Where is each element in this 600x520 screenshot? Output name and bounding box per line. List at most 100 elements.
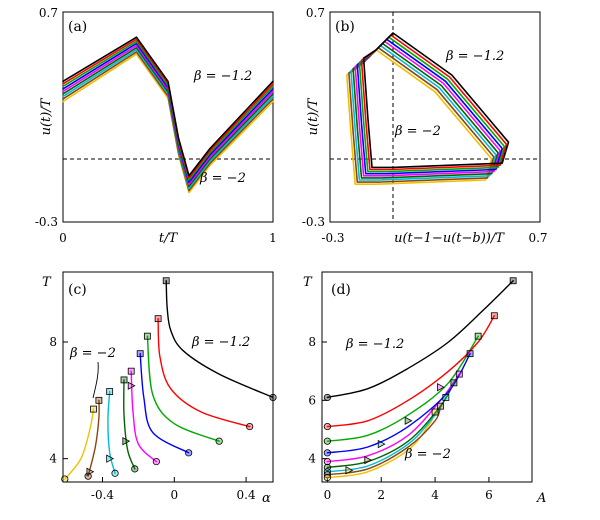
panel-d-end-marker-0 [509, 277, 517, 285]
panel-c-mid-marker-6 [106, 454, 115, 463]
panel-a-xtick-left: 0 [59, 231, 67, 245]
panel-c-start-marker-0 [269, 393, 277, 402]
panel-b-series-line-5 [352, 42, 499, 179]
panel-c-start-marker-6 [111, 469, 119, 477]
panel-d-start-marker-4 [323, 457, 331, 466]
panel-d-mid-marker-6 [377, 439, 386, 449]
panel-a-series-line-0 [62, 36, 274, 177]
panel-b-xlabel: u(t−1−u(t−b))/T [394, 231, 505, 246]
panel-c-end-marker-7 [95, 396, 103, 404]
panel-d-series-line-2 [326, 335, 479, 442]
panel-d-xtick-label-2: 4 [431, 488, 439, 502]
panel-d-annotation-bottom: β = −2 [404, 447, 451, 462]
panel-c: -0.4 0 0.4 4 8 (c) T α β = −1.2 β = −2 [42, 271, 277, 506]
panel-c-start-marker-8 [61, 475, 69, 483]
panel-d-series-line-0 [326, 280, 514, 399]
panel-c-start-marker-2 [215, 437, 223, 445]
panel-c-start-marker-4 [152, 457, 160, 466]
panel-a-series-line-1 [62, 38, 274, 179]
panel-a-xtick-right: 1 [269, 231, 277, 245]
panel-d-mid-marker-5 [404, 416, 413, 425]
panel-b-series-line-2 [358, 36, 506, 173]
panel-c-mid-marker-5 [122, 436, 131, 446]
panel-c-end-marker-8 [90, 405, 97, 413]
panel-d-ylabel: T [303, 275, 313, 290]
panel-c-series-line-6 [107, 390, 116, 474]
panel-c-end-marker-1 [154, 315, 162, 323]
panel-b-ytick-bottom: -0.3 [302, 215, 325, 229]
panel-d-end-marker-8 [431, 408, 439, 416]
panel-b-annotation-bottom: β = −2 [394, 124, 441, 139]
panel-d-xtick-label-1: 2 [377, 488, 385, 502]
panel-c-end-marker-6 [106, 388, 114, 395]
panel-a-ytick-top: 0.7 [39, 6, 58, 20]
panel-c-series-line-3 [139, 353, 190, 454]
panel-d-annotation-top: β = −1.2 [345, 337, 404, 352]
panel-c-start-marker-5 [131, 465, 139, 473]
panel-d: 0 2 4 6 4 6 8 (d) T A β = −1.2 β = −2 [303, 271, 546, 506]
panel-b-frame [329, 11, 541, 223]
panel-c-label: (c) [68, 282, 87, 298]
panel-b-label: (b) [335, 19, 355, 35]
panel-c-series-line-1 [157, 318, 251, 428]
panel-d-end-marker-3 [466, 350, 474, 358]
panel-a-ytick-bottom: -0.3 [35, 215, 58, 229]
panel-c-ytick-label-0: 4 [49, 452, 57, 466]
panel-b-series-line-6 [350, 44, 497, 181]
panel-d-ytick-label-0: 4 [308, 452, 316, 466]
panel-b-xtick-left: -0.3 [321, 231, 344, 245]
panel-b-annotation-top: β = −1.2 [445, 49, 504, 64]
panel-d-start-marker-0 [323, 393, 331, 402]
panel-c-xtick-label-2: 0.4 [237, 488, 256, 502]
panel-b-series-line-4 [354, 40, 501, 177]
panel-d-end-marker-2 [474, 332, 482, 340]
panel-d-end-marker-4 [455, 370, 463, 378]
panel-a-annotation-top: β = −1.2 [193, 69, 252, 84]
panel-d-end-marker-7 [437, 402, 444, 410]
panel-a: (a) 0.7 -0.3 0 1 t/T u(t)/T β = −1.2 β =… [35, 6, 277, 246]
panel-c-xlabel: α [262, 491, 271, 506]
panel-c-start-marker-3 [185, 449, 193, 457]
panel-d-xlabel: A [536, 491, 546, 506]
panel-c-series-line-7 [87, 399, 100, 477]
panel-d-start-marker-1 [323, 422, 331, 431]
panel-c-end-marker-5 [120, 376, 128, 384]
panel-c-series-line-5 [123, 379, 136, 470]
panel-d-series-line-1 [326, 315, 495, 428]
panel-c-series-line-0 [165, 280, 274, 399]
panel-c-end-marker-2 [143, 332, 151, 340]
panel-b-ylabel: u(t)/T [306, 97, 321, 135]
panel-c-xtick-label-1: 0 [170, 488, 178, 502]
panel-d-label: (d) [331, 282, 351, 298]
panel-c-end-marker-0 [162, 277, 170, 285]
panel-d-mid-marker-7 [364, 455, 373, 465]
panel-d-series-line-6 [326, 396, 447, 473]
panel-d-series-line-4 [326, 373, 460, 463]
panel-c-frame [62, 271, 274, 483]
panel-a-ylabel: u(t)/T [39, 97, 54, 135]
panel-b-ytick-top: 0.7 [306, 6, 325, 20]
panel-a-label: (a) [68, 19, 87, 35]
panel-a-frame [62, 11, 274, 223]
panel-a-xlabel: t/T [159, 231, 179, 246]
panel-c-series-line-8 [64, 408, 95, 480]
panel-d-mid-marker-8 [345, 466, 354, 475]
panel-d-end-marker-5 [450, 379, 458, 387]
panel-d-xtick-label-3: 6 [485, 488, 493, 502]
panel-c-series-line-2 [146, 335, 220, 442]
panel-c-annotation-bottom: β = −2 [69, 346, 116, 361]
panel-c-mid-marker-4 [127, 381, 136, 390]
panel-d-end-marker-6 [442, 394, 450, 401]
panel-d-mid-marker-4 [437, 383, 445, 392]
panel-b-series-line-1 [360, 34, 508, 171]
panel-b-xtick-right: 0.7 [528, 231, 547, 245]
panel-c-annotation-top: β = −1.2 [191, 335, 250, 350]
panel-c-ylabel: T [42, 275, 52, 290]
panel-b-series-line-0 [362, 32, 510, 169]
panel-c-end-marker-3 [136, 350, 144, 358]
panel-a-annotation-bottom: β = −2 [199, 171, 246, 186]
panel-d-start-marker-2 [323, 437, 331, 445]
panel-d-start-marker-8 [323, 474, 331, 482]
panel-c-end-marker-4 [127, 367, 135, 375]
